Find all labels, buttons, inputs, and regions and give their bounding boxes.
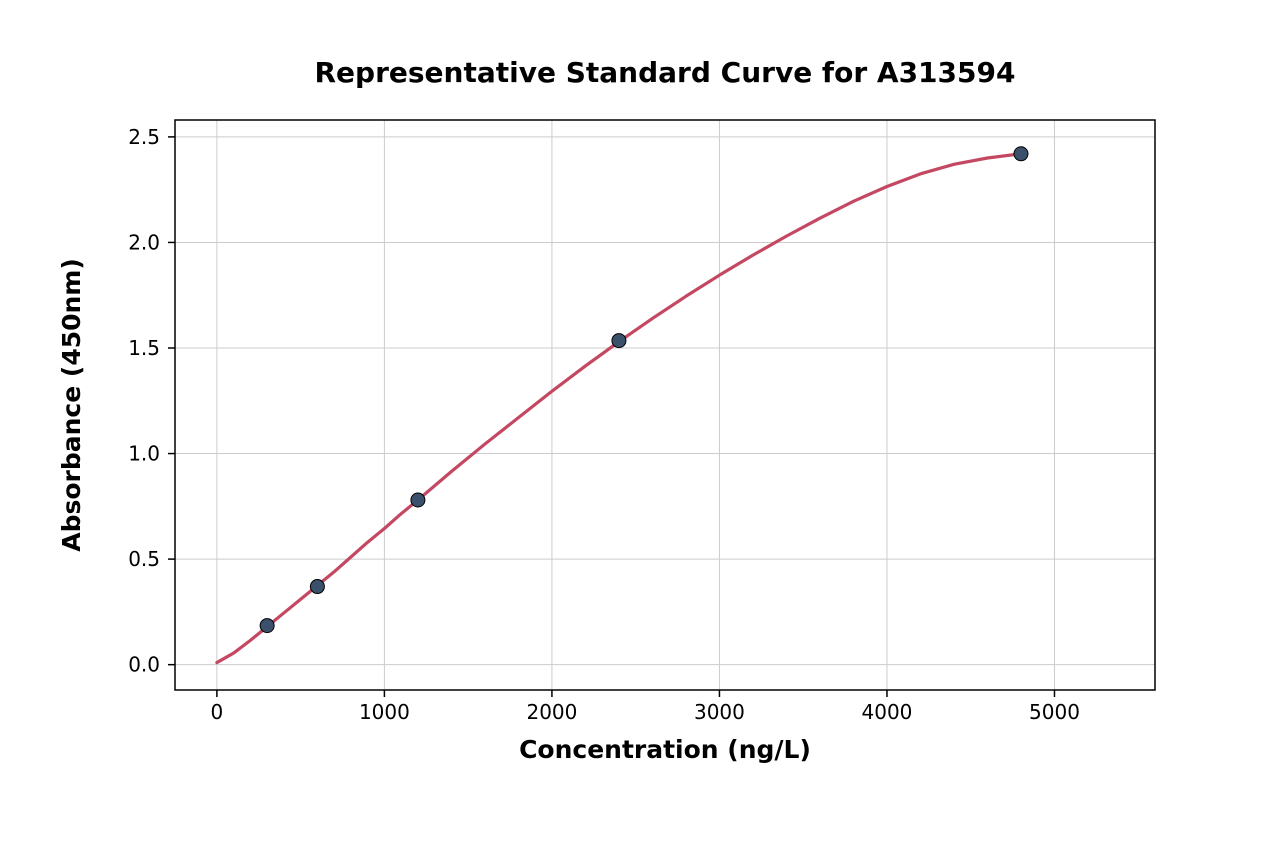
data-point xyxy=(411,493,425,507)
x-tick-label: 3000 xyxy=(694,700,745,724)
y-axis-label: Absorbance (450nm) xyxy=(57,258,86,552)
data-point xyxy=(612,334,626,348)
y-tick-label: 1.0 xyxy=(128,442,160,466)
chart-title: Representative Standard Curve for A31359… xyxy=(315,56,1016,89)
data-point xyxy=(1014,147,1028,161)
x-tick-label: 5000 xyxy=(1029,700,1080,724)
standard-curve-chart: 0 1000 2000 3000 4000 5000 0.0 0.5 1.0 1.5 2.0 2.5 C… xyxy=(0,0,1280,845)
x-axis-label: Concentration (ng/L) xyxy=(519,735,811,764)
data-point xyxy=(310,580,324,594)
data-point xyxy=(260,619,274,633)
x-tick-label: 0 xyxy=(211,700,224,724)
x-tick-label: 1000 xyxy=(359,700,410,724)
y-tick-label: 0.5 xyxy=(128,547,160,571)
x-tick-label: 4000 xyxy=(862,700,913,724)
chart-container: 0 1000 2000 3000 4000 5000 0.0 0.5 1.0 1.5 2.0 2.5 C… xyxy=(0,0,1280,845)
x-tick-label: 2000 xyxy=(526,700,577,724)
y-tick-label: 0.0 xyxy=(128,653,160,677)
y-tick-label: 1.5 xyxy=(128,336,160,360)
y-tick-label: 2.0 xyxy=(128,230,160,254)
y-tick-label: 2.5 xyxy=(128,125,160,149)
